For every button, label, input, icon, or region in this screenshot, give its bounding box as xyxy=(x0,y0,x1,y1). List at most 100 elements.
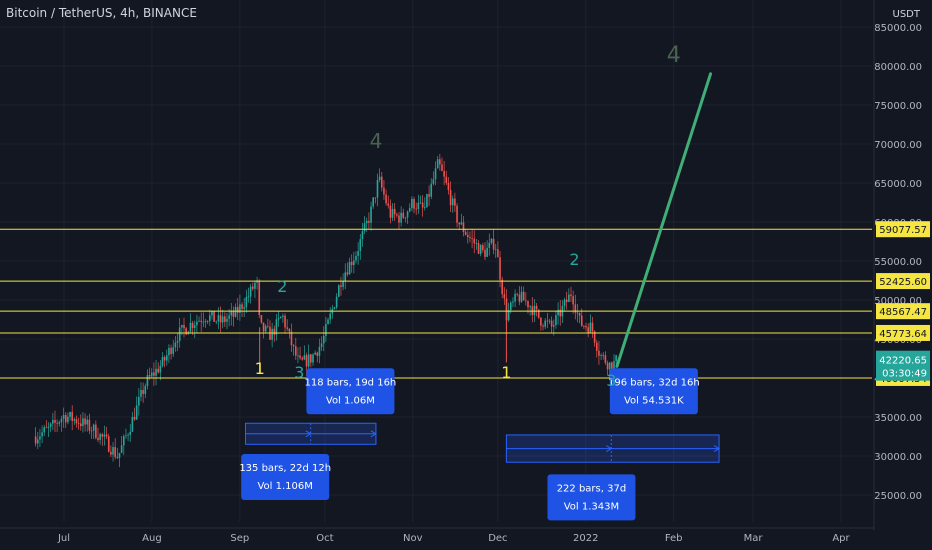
level-price-label-bg xyxy=(876,221,930,238)
wave-label[interactable]: 1 xyxy=(255,359,265,378)
projection-line[interactable] xyxy=(615,72,713,368)
candle-body xyxy=(606,362,609,370)
candle-body xyxy=(157,368,159,373)
candle-body xyxy=(355,255,357,261)
candle-body xyxy=(404,217,407,219)
wave-label[interactable]: 1 xyxy=(501,363,511,382)
candles-layer xyxy=(34,154,617,468)
candle-body xyxy=(527,301,529,308)
candle-body xyxy=(516,293,519,295)
measure-info-box[interactable]: 118 bars, 19d 16h Vol 1.06M xyxy=(305,368,397,415)
candle-body xyxy=(294,346,297,356)
wave-label[interactable]: 4 xyxy=(370,129,383,153)
candle-body xyxy=(456,205,458,223)
candle-body xyxy=(262,322,265,332)
time-tick-label: Aug xyxy=(142,533,162,544)
time-tick-label: Dec xyxy=(488,533,507,544)
wave-label[interactable]: 4 xyxy=(667,43,681,68)
candle-body xyxy=(447,182,450,191)
candle-body xyxy=(258,280,261,315)
candle-body xyxy=(92,424,95,431)
candle-body xyxy=(550,320,553,327)
candle-body xyxy=(514,293,516,302)
wave-label[interactable]: 2 xyxy=(569,250,579,269)
measure-arrowhead xyxy=(370,430,377,438)
candle-body xyxy=(168,347,170,356)
price-tick-label: 50000.00 xyxy=(874,296,922,307)
candle-body xyxy=(303,355,306,360)
candle-body xyxy=(279,317,282,319)
candle-body xyxy=(372,197,374,207)
candle-body xyxy=(327,319,329,325)
measure-info-box[interactable]: 135 bars, 22d 12h Vol 1.106M xyxy=(239,454,331,501)
candle-body xyxy=(342,281,344,287)
wave-label[interactable]: 2 xyxy=(277,277,287,296)
level-price-label-bg xyxy=(876,303,930,320)
candle-body xyxy=(385,194,387,204)
candle-body xyxy=(290,331,293,346)
candle-body xyxy=(441,164,443,171)
candle-body xyxy=(71,412,73,421)
candle-body xyxy=(572,296,574,305)
candle-body xyxy=(544,320,546,327)
candle-body xyxy=(525,300,527,302)
wave-label[interactable]: 3 xyxy=(294,363,304,382)
candle-body xyxy=(520,291,523,302)
candle-body xyxy=(206,321,209,322)
candle-body xyxy=(43,427,46,433)
candle-body xyxy=(247,296,250,298)
candle-body xyxy=(608,362,611,370)
price-tick-label: 30000.00 xyxy=(874,452,922,463)
candle-body xyxy=(146,375,149,386)
candle-body xyxy=(529,306,531,308)
candle-body xyxy=(133,416,136,420)
candle-body xyxy=(533,305,536,316)
candle-body xyxy=(436,159,439,169)
candle-body xyxy=(47,426,50,428)
measure-info-box[interactable]: 222 bars, 37d Vol 1.343M xyxy=(547,474,636,521)
info-box-bg xyxy=(241,454,330,501)
wave-label[interactable]: 3 xyxy=(606,371,616,390)
candle-body xyxy=(103,434,106,437)
candle-body xyxy=(114,447,116,457)
candle-body xyxy=(245,296,248,308)
candle-body xyxy=(415,208,417,210)
candle-body xyxy=(79,423,82,427)
candle-body xyxy=(288,328,291,332)
candle-body xyxy=(348,261,351,275)
info-box-line: Vol 1.106M xyxy=(257,481,312,492)
wave-labels-layer: 1 2 3 4 1 2 3 4 xyxy=(255,43,681,390)
candle-body xyxy=(204,321,207,322)
candle-body xyxy=(292,345,295,347)
candle-body xyxy=(163,357,166,361)
candle-body xyxy=(578,312,581,316)
candle-body xyxy=(267,325,269,327)
candle-body xyxy=(413,198,415,209)
candle-body xyxy=(131,416,134,432)
candle-body xyxy=(64,415,67,423)
candle-body xyxy=(428,194,430,197)
candle-body xyxy=(140,389,142,397)
candle-body xyxy=(284,315,286,328)
measure-info-box[interactable]: 196 bars, 32d 16h Vol 54.531K xyxy=(608,368,700,415)
candle-body xyxy=(393,208,396,215)
candle-body xyxy=(419,202,422,204)
candle-body xyxy=(219,315,222,323)
candle-body xyxy=(320,343,323,347)
candle-body xyxy=(365,220,368,224)
candle-body xyxy=(277,318,280,320)
candle-body xyxy=(60,418,63,423)
candle-body xyxy=(176,340,179,343)
candle-body xyxy=(307,354,310,367)
candle-body xyxy=(374,197,377,199)
candle-body xyxy=(580,315,583,326)
candle-body xyxy=(503,294,506,299)
measure-arrowhead xyxy=(606,445,613,453)
candle-body xyxy=(548,320,551,322)
candle-body xyxy=(400,212,402,223)
candle-body xyxy=(254,282,256,289)
candle-body xyxy=(335,296,338,308)
candle-body xyxy=(58,422,61,424)
